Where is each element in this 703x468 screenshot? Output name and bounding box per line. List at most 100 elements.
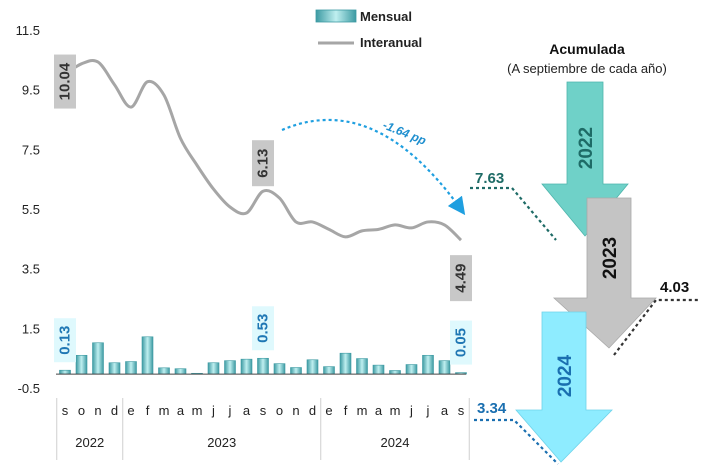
acumulada-value-2024: 3.34 — [477, 400, 507, 417]
month-label: j — [426, 403, 430, 418]
acumulada-leader-2022 — [470, 186, 557, 241]
mensual-bar — [257, 357, 269, 375]
acumulada-year-2022: 2022 — [576, 127, 597, 169]
y-tick-label: 11.5 — [16, 23, 40, 38]
mensual-bar — [174, 368, 187, 375]
month-label: e — [325, 403, 332, 418]
mensual-bar — [224, 360, 236, 375]
month-label: e — [127, 403, 134, 418]
annotation-arrow — [281, 118, 466, 216]
acumulada-leader-2023 — [613, 298, 700, 356]
month-label: o — [78, 403, 85, 418]
mensual-bar — [372, 364, 385, 375]
acumulada-arrow-2024 — [515, 311, 613, 463]
mensual-value-label: 0.13 — [54, 318, 76, 363]
legend-mensual-swatch — [315, 9, 357, 23]
month-label: a — [375, 403, 383, 418]
month-label: o — [276, 403, 283, 418]
acumulada-subtitle: (A septiembre de cada año) — [507, 61, 667, 76]
interanual-line-group — [64, 59, 463, 242]
month-label: m — [159, 403, 170, 418]
interanual-value-label-text: 6.13 — [255, 149, 272, 178]
month-label: a — [243, 403, 251, 418]
mensual-bar — [75, 354, 88, 375]
interanual-line — [64, 59, 463, 242]
month-label: f — [146, 403, 150, 418]
interanual-value-label-text: 10.04 — [57, 62, 74, 100]
month-label: f — [344, 403, 348, 418]
mensual-bar — [306, 359, 319, 375]
month-label: a — [441, 403, 449, 418]
year-label: 2022 — [75, 435, 104, 450]
month-label: d — [309, 403, 316, 418]
mensual-bar — [422, 354, 434, 375]
mensual-value-label-text: 0.13 — [57, 326, 74, 355]
interanual-value-label: 10.04 — [54, 54, 76, 109]
mensual-value-label-box — [252, 306, 274, 351]
mensual-bar — [389, 370, 401, 375]
acumulada-year-2023: 2023 — [600, 237, 621, 279]
y-axis-ticks: 11.5 9.5 7.5 5.5 3.5 1.5 -0.5 — [16, 23, 40, 396]
month-label: s — [458, 403, 465, 418]
mensual-bar — [240, 358, 253, 375]
mensual-bar — [141, 336, 154, 375]
month-label: d — [111, 403, 118, 418]
month-label: n — [292, 403, 299, 418]
mensual-bar — [339, 352, 352, 375]
mensual-bar — [59, 369, 71, 375]
month-label: m — [357, 403, 368, 418]
mensual-bar — [405, 364, 418, 375]
mensual-value-label: 0.53 — [252, 306, 274, 351]
year-label: 2023 — [207, 435, 236, 450]
interanual-value-label-box — [450, 255, 472, 302]
y-tick-label: 9.5 — [22, 83, 40, 98]
mensual-value-label-text: 0.53 — [255, 314, 272, 343]
legend-interanual-label: Interanual — [360, 35, 422, 50]
legend-mensual-label: Mensual — [360, 9, 412, 24]
mensual-bar — [125, 361, 137, 375]
mensual-bar — [207, 362, 220, 375]
acumulada-year-2024: 2024 — [555, 354, 576, 397]
acumulada-title: Acumulada — [549, 41, 625, 57]
month-label: a — [177, 403, 185, 418]
legend: Mensual Interanual — [315, 9, 422, 50]
month-label: n — [94, 403, 101, 418]
acumulada-value-2023: 4.03 — [660, 279, 689, 296]
acumulada-leader-2024 — [474, 418, 559, 465]
month-label: m — [192, 403, 203, 418]
y-tick-label: 1.5 — [22, 321, 40, 336]
month-label: j — [409, 403, 413, 418]
mensual-bar — [438, 360, 451, 375]
year-label: 2024 — [381, 435, 410, 450]
interanual-value-label-text: 4.49 — [453, 264, 470, 293]
y-tick-label: 3.5 — [22, 262, 40, 277]
interanual-value-label: 6.13 — [252, 140, 274, 187]
value-labels: 10.04 6.13 4.49 0.13 0.53 0.05 — [54, 54, 472, 365]
mensual-value-label: 0.05 — [450, 320, 472, 365]
y-tick-label: 7.5 — [22, 142, 40, 157]
y-tick-label: -0.5 — [18, 381, 40, 396]
month-label: s — [260, 403, 267, 418]
month-label: j — [211, 403, 215, 418]
mensual-value-label-text: 0.05 — [453, 328, 470, 357]
interanual-value-label: 4.49 — [450, 255, 472, 302]
mensual-value-label-box — [54, 318, 76, 363]
mensual-bar — [323, 366, 335, 375]
mensual-bar — [356, 358, 368, 375]
annotation-text: -1.64 pp — [381, 118, 428, 148]
acumulada-value-2022: 7.63 — [475, 170, 504, 187]
mensual-value-label-box — [450, 320, 472, 365]
mensual-bar — [290, 367, 302, 375]
mensual-bar — [108, 362, 121, 375]
interanual-value-label-box — [252, 140, 274, 187]
month-label: m — [390, 403, 401, 418]
mensual-bar — [158, 367, 170, 375]
acumulada-arrow-2023 — [552, 197, 657, 349]
mensual-bar — [273, 363, 286, 375]
month-label: s — [62, 403, 69, 418]
interanual-value-label-box — [54, 54, 76, 109]
mensual-bar — [92, 342, 104, 375]
y-tick-label: 5.5 — [22, 202, 40, 217]
